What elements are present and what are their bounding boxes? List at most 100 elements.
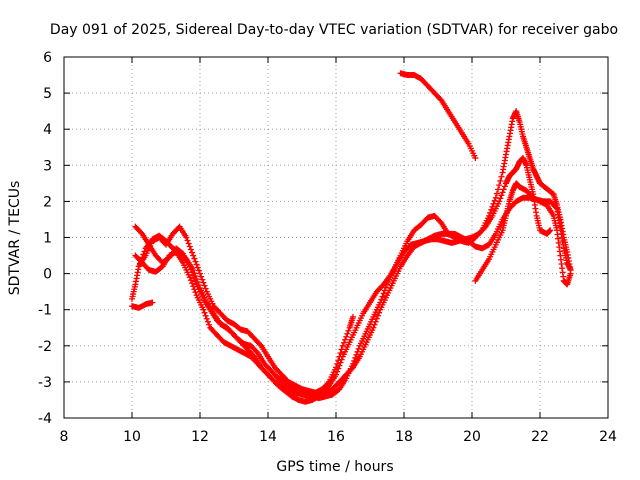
y-tick-label: 3	[43, 158, 52, 174]
points-layer	[129, 70, 574, 405]
data-point	[373, 315, 380, 322]
data-point	[206, 321, 213, 328]
data-point	[199, 276, 206, 283]
data-point	[345, 327, 352, 334]
series-track-5	[132, 194, 574, 405]
data-point	[340, 339, 347, 346]
data-point	[187, 277, 194, 284]
x-tick-label: 18	[395, 429, 413, 445]
data-point	[191, 286, 198, 293]
data-point	[495, 186, 502, 193]
data-point	[257, 341, 264, 348]
data-point	[499, 189, 506, 196]
data-point	[204, 318, 211, 325]
y-tick-label: 6	[43, 50, 52, 66]
x-tick-label: 14	[259, 429, 277, 445]
data-point	[497, 195, 504, 202]
y-tick-label: 5	[43, 86, 52, 102]
data-point	[186, 274, 193, 281]
data-point	[192, 258, 199, 265]
data-point	[189, 249, 196, 256]
data-point	[201, 309, 208, 316]
data-point	[186, 243, 193, 250]
data-point	[500, 186, 507, 193]
data-point	[191, 275, 198, 282]
x-tick-label: 8	[60, 429, 69, 445]
data-point	[200, 279, 207, 286]
data-point	[333, 371, 339, 378]
data-point	[193, 261, 200, 268]
data-point	[371, 321, 378, 328]
data-point	[498, 173, 505, 180]
series-track-7	[472, 180, 574, 288]
data-point	[192, 278, 199, 285]
chart-title: Day 091 of 2025, Sidereal Day-to-day VTE…	[50, 22, 618, 38]
data-point	[191, 255, 198, 262]
data-point	[197, 270, 203, 277]
data-point	[336, 362, 343, 369]
y-tick-label: 2	[43, 194, 52, 210]
data-point	[335, 365, 342, 372]
data-point	[203, 315, 210, 322]
x-tick-label: 12	[191, 429, 209, 445]
data-point	[379, 293, 386, 300]
data-point	[547, 227, 554, 234]
data-point	[190, 283, 197, 290]
x-tick-label: 24	[599, 429, 617, 445]
data-point	[343, 333, 350, 340]
y-tick-label: 0	[43, 267, 52, 283]
data-point	[370, 324, 377, 331]
data-point	[337, 350, 344, 357]
data-point	[437, 96, 444, 103]
x-axis-label: GPS time / hours	[276, 459, 393, 475]
data-point	[192, 289, 199, 296]
y-tick-label: 4	[43, 122, 52, 138]
y-tick-label: -1	[38, 303, 52, 319]
data-point	[187, 246, 194, 253]
data-point	[437, 218, 444, 225]
data-point	[496, 198, 503, 205]
data-point	[200, 306, 207, 313]
y-tick-label: -3	[38, 375, 52, 391]
y-tick-label: -2	[38, 339, 52, 355]
x-tick-label: 16	[327, 429, 345, 445]
data-point	[198, 273, 205, 280]
data-point	[342, 336, 349, 343]
data-point	[498, 192, 505, 199]
data-point	[186, 263, 193, 270]
data-point	[488, 206, 495, 213]
data-point	[496, 182, 503, 189]
data-point	[202, 285, 209, 292]
data-point	[376, 309, 383, 316]
data-point	[567, 270, 574, 277]
data-point	[338, 356, 345, 363]
data-point	[472, 155, 479, 162]
data-point	[202, 312, 209, 319]
data-point	[201, 282, 208, 289]
data-point	[339, 342, 346, 349]
data-point	[372, 318, 379, 325]
data-point	[178, 249, 185, 256]
y-tick-label: 1	[43, 231, 52, 247]
y-tick-label: -4	[38, 411, 52, 427]
data-point	[350, 313, 356, 320]
data-point	[493, 190, 500, 197]
x-tick-label: 10	[123, 429, 141, 445]
y-axis-label: SDTVAR / TECUs	[7, 181, 23, 296]
data-point	[374, 312, 381, 319]
data-point	[344, 330, 351, 337]
data-point	[195, 267, 202, 274]
data-point	[481, 224, 488, 231]
data-point	[337, 359, 344, 366]
data-point	[183, 234, 190, 241]
data-point	[138, 229, 145, 236]
x-tick-label: 22	[531, 429, 549, 445]
data-point	[334, 368, 341, 375]
data-point	[184, 237, 191, 244]
x-tick-label: 20	[463, 429, 481, 445]
series-track-6	[397, 70, 479, 162]
data-point	[189, 280, 196, 287]
